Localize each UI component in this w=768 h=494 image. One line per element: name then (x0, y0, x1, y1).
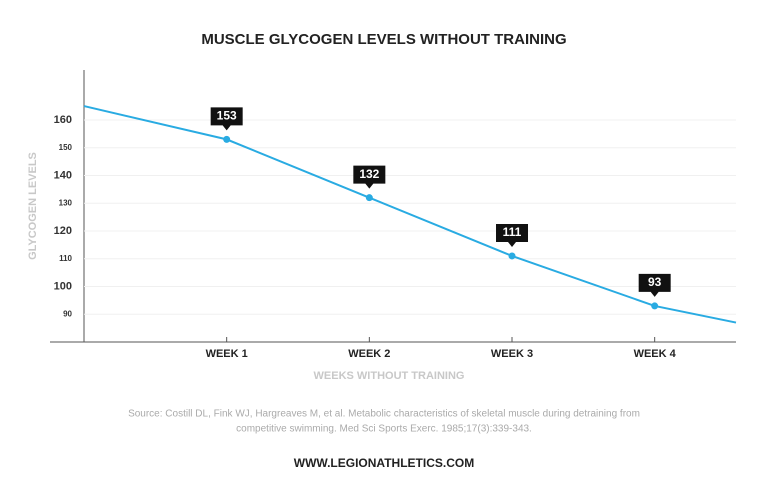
point (365, 194, 373, 202)
data-label: 111 (496, 223, 529, 247)
footer: WWW.LEGIONATHLETICS.COM (294, 456, 474, 470)
line (83, 105, 737, 324)
x-axis-label: WEEKS WITHOUT TRAINING (314, 370, 465, 382)
data-label: 93 (638, 273, 671, 297)
point (651, 302, 659, 310)
y-tick-label: 90 (63, 309, 72, 318)
source: Source: Costill DL, Fink WJ, Hargreaves … (128, 409, 640, 420)
y-tick-label: 150 (59, 143, 73, 152)
point (508, 252, 516, 260)
y-tick-label: 110 (59, 254, 72, 263)
chart-title: MUSCLE GLYCOGEN LEVELS WITHOUT TRAINING (201, 31, 566, 48)
data-label-box (210, 107, 243, 131)
source: competitive swimming. Med Sci Sports Exe… (236, 424, 532, 435)
point (223, 135, 231, 143)
y-tick-label: 120 (54, 225, 72, 237)
x-tick-label: WEEK 4 (634, 348, 677, 360)
x-tick-label: WEEK 1 (206, 348, 248, 360)
data-label-box (638, 273, 671, 297)
x-tick-label: WEEK 3 (491, 348, 533, 360)
data-label-text: 93 (648, 275, 662, 289)
x-tick-label: WEEK 2 (348, 348, 390, 360)
y-tick-label: 160 (54, 114, 72, 126)
y-axis-label: GLYCOGEN LEVELS (27, 152, 39, 260)
y-tick-label: 140 (54, 169, 72, 181)
data-label: 132 (353, 165, 386, 189)
y-tick-label: 130 (59, 198, 73, 207)
data-label-text: 132 (359, 167, 379, 181)
data-label-box (496, 223, 529, 247)
data-label-text: 111 (503, 225, 522, 239)
y-tick-label: 100 (54, 280, 72, 292)
data-label-text: 153 (217, 109, 237, 123)
data-label: 153 (210, 107, 243, 131)
data-label-box (353, 165, 386, 189)
